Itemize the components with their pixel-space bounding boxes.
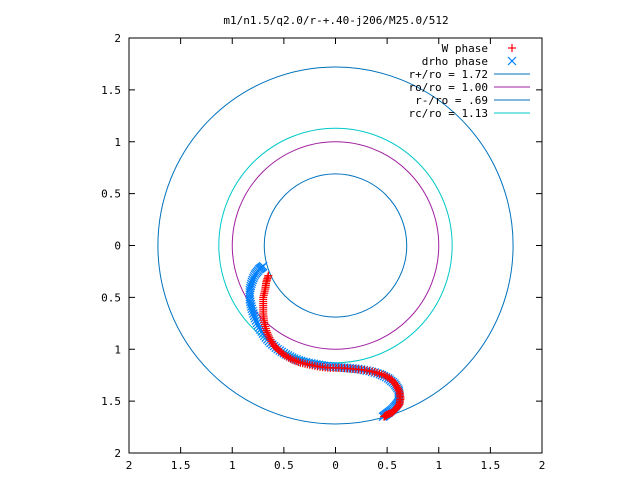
x-tick-label: 1.5 — [480, 459, 500, 472]
w-phase-point — [267, 337, 276, 346]
radius-circles — [157, 66, 514, 425]
w-phase-point — [264, 332, 273, 341]
legend-label: drho phase — [422, 55, 488, 68]
y-tick-label: 2 — [114, 32, 121, 45]
w-phase-point — [263, 330, 272, 339]
drho-phase-point — [247, 304, 257, 314]
x-tick-label: 0.5 — [377, 459, 397, 472]
w-phase-point — [286, 354, 295, 363]
phase-points — [245, 261, 405, 422]
x-tick-label: 0 — [332, 459, 339, 472]
y-tick-label: 1.5 — [101, 84, 121, 97]
legend-label: rc/ro = 1.13 — [409, 107, 488, 120]
x-tick-label: 1 — [435, 459, 442, 472]
y-tick-label: 1.5 — [101, 395, 121, 408]
drho-phase-point — [252, 318, 262, 328]
legend-label: ro/ro = 1.00 — [409, 81, 488, 94]
axis-ticks: 2 1.5 1 0.5 0 0.5 1 1.5 221.510.500.511.52 — [101, 32, 545, 472]
x-tick-label: 1 — [229, 459, 236, 472]
w-phase-point — [290, 356, 299, 365]
w-phase-point — [265, 333, 274, 342]
x-tick-label: 2 — [126, 459, 133, 472]
y-tick-label: 1 — [114, 343, 121, 356]
drho-phase-point — [248, 306, 258, 316]
legend-label: r+/ro = 1.72 — [409, 68, 488, 81]
w-phase-point — [288, 355, 297, 364]
legend-marker — [507, 56, 517, 66]
y-tick-label: 1 — [114, 136, 121, 149]
radius-circle — [231, 141, 440, 350]
drho-phase-point — [250, 313, 260, 323]
drho-phase-point — [248, 309, 258, 318]
y-tick-label: 0.5 — [101, 188, 121, 201]
drho-phase-point — [249, 311, 259, 321]
x-tick-label: 0.5 — [274, 459, 294, 472]
y-tick-label: 0.5 — [101, 291, 121, 304]
w-phase-point — [263, 328, 272, 337]
x-tick-label: 2 — [539, 459, 546, 472]
legend-marker — [508, 44, 516, 52]
w-phase-point — [262, 326, 271, 335]
chart-title: m1/n1.5/q2.0/r-+.40-j206/M25.0/512 — [223, 14, 448, 27]
x-tick-label: 1.5 — [171, 459, 191, 472]
y-tick-label: 2 — [114, 447, 121, 460]
y-tick-label: 0 — [114, 240, 121, 253]
legend-label: r-/ro = .69 — [415, 94, 488, 107]
legend-label: W phase — [442, 42, 488, 55]
drho-phase-point — [251, 316, 261, 325]
w-phase-point — [266, 335, 275, 344]
radius-circle — [218, 127, 453, 364]
radius-circle — [157, 66, 514, 425]
w-phase-point — [292, 357, 301, 366]
w-phase-point — [380, 412, 389, 421]
radius-circle — [263, 173, 408, 318]
w-phase-point — [294, 357, 303, 366]
